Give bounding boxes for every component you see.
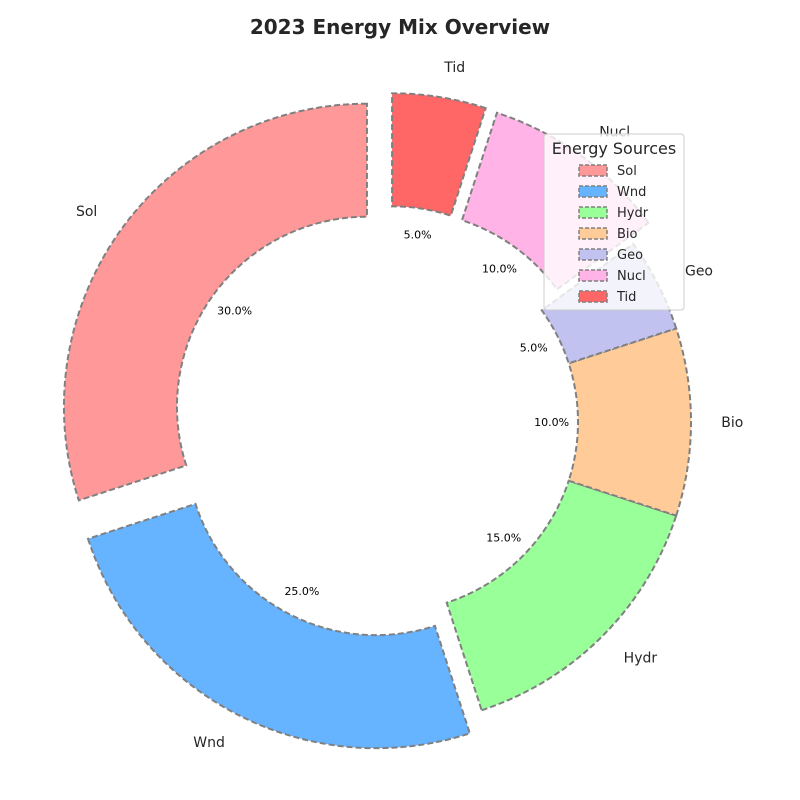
legend-swatch-geo bbox=[578, 248, 608, 261]
percent-label-geo: 5.0% bbox=[520, 342, 548, 355]
slice-hydr bbox=[445, 479, 678, 712]
legend-swatch-hydr bbox=[578, 206, 608, 219]
legend-swatch-sol bbox=[578, 164, 608, 177]
legend-swatch-wnd bbox=[578, 185, 608, 198]
legend-label-tid: Tid bbox=[616, 290, 636, 305]
slice-label-wnd: Wnd bbox=[193, 735, 225, 751]
legend-swatch-bio bbox=[578, 227, 608, 240]
slice-sol bbox=[63, 102, 368, 502]
percent-labels-group: 30.0% 25.0% 15.0% 10.0% 5.0% 10.0% 5.0% bbox=[217, 229, 569, 598]
legend-frame bbox=[543, 133, 685, 311]
legend: Energy Sources Sol Wnd Hydr Bio Geo Nucl Tid bbox=[543, 133, 685, 311]
legend-label-geo: Geo bbox=[617, 248, 643, 263]
percent-label-bio: 10.0% bbox=[534, 416, 569, 429]
legend-swatch-nucl bbox=[578, 269, 608, 282]
slice-label-tid: Tid bbox=[443, 60, 465, 76]
chart-title: 2023 Energy Mix Overview bbox=[250, 15, 550, 39]
percent-label-tid: 5.0% bbox=[404, 229, 432, 242]
legend-title: Energy Sources bbox=[552, 139, 676, 158]
slice-tid bbox=[391, 92, 487, 217]
slice-label-geo: Geo bbox=[685, 264, 713, 280]
percent-label-hydr: 15.0% bbox=[486, 532, 521, 545]
legend-entries: Sol Wnd Hydr Bio Geo Nucl Tid bbox=[578, 164, 649, 305]
percent-label-sol: 30.0% bbox=[217, 305, 252, 318]
slice-label-bio: Bio bbox=[721, 415, 743, 431]
slice-label-sol: Sol bbox=[76, 204, 97, 220]
legend-label-sol: Sol bbox=[617, 164, 637, 179]
legend-label-wnd: Wnd bbox=[617, 185, 646, 200]
legend-label-bio: Bio bbox=[617, 227, 638, 242]
legend-label-hydr: Hydr bbox=[617, 206, 649, 221]
percent-label-nucl: 10.0% bbox=[482, 263, 517, 276]
percent-label-wnd: 25.0% bbox=[284, 585, 319, 598]
slice-label-hydr: Hydr bbox=[624, 651, 658, 667]
slice-wnd bbox=[86, 502, 472, 750]
legend-label-nucl: Nucl bbox=[617, 269, 646, 284]
legend-swatch-tid bbox=[578, 290, 608, 303]
